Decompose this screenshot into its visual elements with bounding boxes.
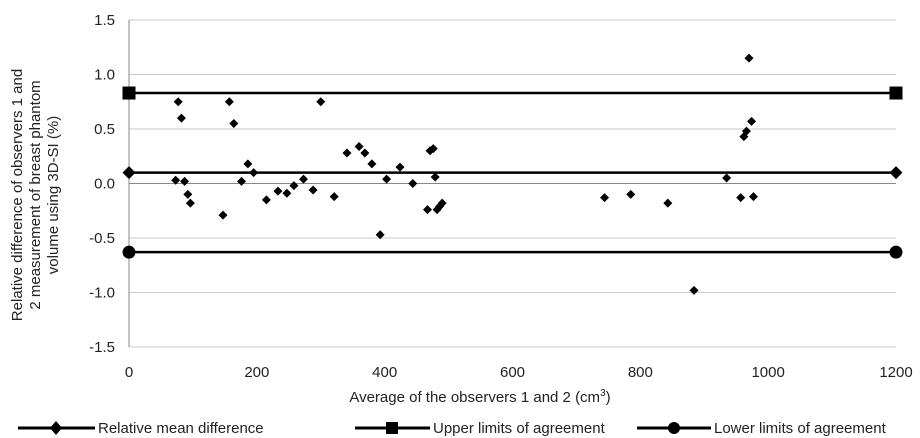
data-point <box>329 192 339 202</box>
data-point <box>689 285 699 295</box>
data-point <box>408 179 418 188</box>
axes <box>128 20 896 347</box>
tick-labels: -1.5 -1.0 -0.5 0.0 0.5 1.0 1.5 0 200 400 600 800 100… <box>89 12 913 381</box>
x-tick-label: 0 <box>125 364 133 381</box>
x-tick-label: 600 <box>500 364 525 381</box>
data-point <box>273 186 283 196</box>
x-axis-title-main: Average of the observers 1 and 2 (cm <box>349 389 600 406</box>
data-point <box>748 192 758 202</box>
legend: Relative mean difference Upper limits of… <box>18 420 887 437</box>
x-tick-label: 1200 <box>879 364 912 381</box>
legend-label-lower: Lower limits of agreement <box>714 420 887 437</box>
x-tick-label: 800 <box>628 364 653 381</box>
y-axis-title: Relative difference of observers 1 and 2… <box>9 69 62 321</box>
data-point <box>342 148 352 158</box>
legend-diamond-marker <box>50 421 62 435</box>
data-point <box>176 113 186 123</box>
data-point <box>308 185 318 195</box>
data-point <box>218 210 228 220</box>
data-point <box>722 173 732 183</box>
data-point <box>663 198 673 208</box>
series-layer <box>122 53 903 295</box>
data-point <box>744 53 754 63</box>
reference-marker-1 <box>889 166 903 180</box>
data-point <box>289 181 299 191</box>
data-point <box>354 141 364 151</box>
reference-marker-3 <box>889 245 903 259</box>
x-axis-title: Average of the observers 1 and 2 (cm3) <box>349 388 610 406</box>
y-tick-label: -0.5 <box>89 230 115 247</box>
data-point <box>282 188 292 198</box>
data-point <box>741 126 751 136</box>
y-axis-title-line-1: Relative difference of observers 1 and <box>9 69 26 321</box>
data-point <box>395 162 405 172</box>
data-point <box>430 172 440 182</box>
x-tick-label: 200 <box>244 364 269 381</box>
data-point <box>437 198 447 208</box>
data-point <box>367 159 377 169</box>
data-point <box>422 205 432 215</box>
data-point <box>316 97 326 107</box>
y-tick-label: 0.5 <box>94 121 115 138</box>
data-point <box>626 189 636 199</box>
data-point <box>236 176 246 186</box>
x-tick-label: 1000 <box>751 364 784 381</box>
y-tick-label: 0.0 <box>94 176 115 193</box>
x-axis-title-superscript: 3 <box>600 388 606 399</box>
data-point <box>261 195 271 205</box>
data-point <box>375 230 385 240</box>
legend-item-mean: Relative mean difference <box>18 420 264 437</box>
legend-label-mean: Relative mean difference <box>98 420 264 437</box>
y-tick-label: 1.5 <box>94 12 115 29</box>
y-axis-title-line-2: 2 measurement of breast phantom <box>27 80 44 309</box>
reference-marker-2 <box>122 86 136 100</box>
data-point <box>600 193 610 203</box>
reference-marker-1 <box>122 166 136 180</box>
data-point <box>736 193 746 203</box>
data-point <box>224 97 234 107</box>
data-point <box>183 189 193 199</box>
data-point <box>229 119 239 129</box>
legend-label-upper: Upper limits of agreement <box>433 420 606 437</box>
x-axis-title-end: ) <box>606 389 611 406</box>
data-point <box>360 148 370 158</box>
data-point <box>180 176 190 186</box>
legend-circle-marker <box>668 422 680 434</box>
data-point <box>185 198 195 208</box>
data-point <box>298 174 308 184</box>
x-tick-label: 400 <box>372 364 397 381</box>
legend-item-lower: Lower limits of agreement <box>637 420 887 437</box>
reference-marker-2 <box>889 86 903 100</box>
y-tick-label: -1.5 <box>89 339 115 356</box>
data-point <box>243 159 253 169</box>
data-point <box>747 116 757 126</box>
y-tick-label: 1.0 <box>94 67 115 84</box>
data-point <box>173 97 183 107</box>
reference-marker-3 <box>122 245 136 259</box>
y-axis-title-line-3: volume using 3D-SI (%) <box>45 116 62 274</box>
legend-item-upper: Upper limits of agreement <box>355 420 606 437</box>
data-point <box>382 174 392 184</box>
legend-square-marker <box>386 422 398 434</box>
data-point <box>428 144 438 154</box>
data-point <box>171 175 181 185</box>
y-tick-label: -1.0 <box>89 285 115 302</box>
